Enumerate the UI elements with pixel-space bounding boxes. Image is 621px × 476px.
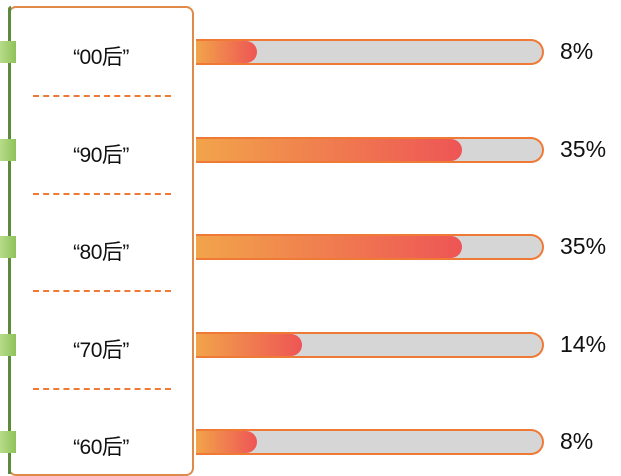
bar-fill bbox=[196, 431, 257, 453]
bar-track bbox=[196, 331, 544, 358]
category-label: “90后” bbox=[73, 143, 129, 167]
category-label: “80后” bbox=[73, 241, 129, 264]
row-divider bbox=[33, 95, 171, 97]
category-label: “00后” bbox=[73, 46, 129, 69]
bar-fill bbox=[196, 41, 257, 63]
bar-fill bbox=[196, 138, 462, 161]
bar-track bbox=[196, 39, 544, 65]
row-divider bbox=[33, 290, 171, 292]
row-accent-tab bbox=[0, 333, 16, 356]
bar-fill bbox=[196, 236, 462, 258]
bar-track bbox=[196, 136, 544, 163]
bar-fill bbox=[196, 333, 303, 356]
value-label: 35% bbox=[560, 135, 607, 162]
value-label: 8% bbox=[560, 428, 594, 454]
row-accent-tab bbox=[0, 236, 16, 258]
bar-track bbox=[196, 234, 544, 260]
row-accent-tab bbox=[0, 41, 16, 63]
value-label: 35% bbox=[560, 233, 607, 259]
value-label: 8% bbox=[560, 38, 594, 64]
row-accent-tab bbox=[0, 431, 16, 453]
category-label: “60后” bbox=[73, 436, 129, 459]
row-divider bbox=[33, 192, 171, 195]
row-divider bbox=[33, 387, 171, 390]
value-label: 14% bbox=[560, 330, 607, 357]
row-accent-tab bbox=[0, 138, 16, 161]
bar-track bbox=[196, 429, 544, 455]
category-label: “70后” bbox=[73, 338, 129, 362]
